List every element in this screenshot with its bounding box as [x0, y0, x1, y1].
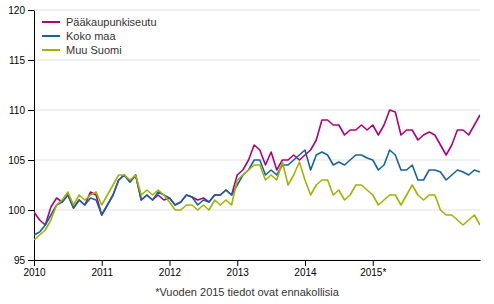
legend-item: Muu Suomi [42, 44, 122, 56]
tick-label: 115 [9, 55, 25, 66]
tick-mark [28, 210, 34, 211]
legend-swatch [42, 35, 60, 37]
tick-label: 2011 [91, 267, 113, 278]
tick: 2011 [91, 260, 113, 278]
tick-label: 2013 [227, 267, 250, 278]
grid-line [34, 110, 480, 111]
chart: 2010 2011 2012 2013 2014 2015* 95 100 105 110 115 1… [0, 0, 494, 304]
tick-mark [28, 260, 34, 261]
legend-item: Koko maa [42, 30, 116, 42]
tick: 2015* [360, 260, 386, 278]
tick: 110 [9, 105, 34, 116]
tick-label: 95 [14, 255, 26, 266]
grid-line [34, 260, 480, 261]
tick: 2014 [294, 260, 317, 278]
grid [34, 10, 480, 260]
tick-mark [373, 260, 374, 266]
axis-line [35, 260, 481, 261]
series-line [34, 150, 480, 235]
tick-label: 105 [8, 155, 25, 166]
legend-label: Muu Suomi [66, 44, 122, 56]
tick: 2012 [159, 260, 182, 278]
tick-mark [34, 260, 35, 266]
tick-mark [28, 60, 34, 61]
tick-label: 2010 [23, 267, 46, 278]
tick: 2013 [227, 260, 250, 278]
tick: 95 [14, 255, 34, 266]
axis-line [34, 11, 35, 261]
tick-mark [28, 10, 34, 11]
tick-mark [237, 260, 238, 266]
legend: Pääkaupunkiseutu Koko maa Muu Suomi [42, 16, 157, 56]
tick-label: 2014 [294, 267, 317, 278]
tick: 2010 [23, 260, 46, 278]
tick-label: 2015* [360, 267, 386, 278]
x-axis: 2010 2011 2012 2013 2014 2015* [23, 260, 480, 278]
legend-label: Koko maa [66, 30, 116, 42]
x-axis-label: *Vuoden 2015 tiedot ovat ennakollisia [155, 286, 340, 298]
series-line [34, 162, 480, 240]
tick: 100 [8, 205, 34, 216]
legend-label: Pääkaupunkiseutu [66, 16, 157, 28]
tick-label: 2012 [159, 267, 182, 278]
tick: 105 [8, 155, 34, 166]
tick-mark [28, 110, 34, 111]
legend-item: Pääkaupunkiseutu [42, 16, 157, 28]
tick-label: 120 [8, 5, 25, 16]
tick: 120 [8, 5, 34, 16]
plot-area [34, 110, 480, 240]
tick-label: 110 [9, 105, 25, 116]
tick-label: 100 [8, 205, 25, 216]
legend-swatch [42, 21, 60, 23]
legend-swatch [42, 49, 60, 51]
y-axis: 95 100 105 110 115 120 [8, 5, 34, 266]
tick: 115 [9, 55, 34, 66]
tick-mark [305, 260, 306, 266]
tick-mark [169, 260, 170, 266]
grid-line [34, 10, 480, 11]
grid-line [34, 60, 480, 61]
tick-mark [102, 260, 103, 266]
tick-mark [28, 160, 34, 161]
